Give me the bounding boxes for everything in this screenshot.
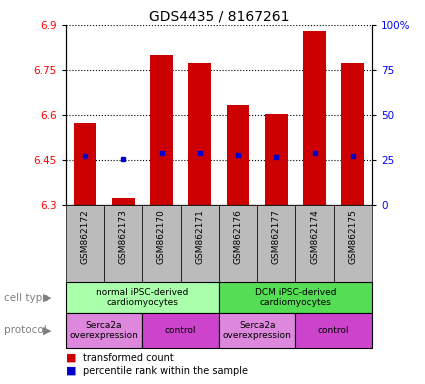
Text: cell type: cell type: [4, 293, 49, 303]
Bar: [66, 313, 142, 348]
Bar: [112, 198, 135, 205]
Bar: [334, 205, 372, 282]
Text: control: control: [318, 326, 349, 335]
Text: protocol: protocol: [4, 325, 47, 335]
Bar: [74, 123, 96, 205]
Bar: [66, 282, 219, 313]
Text: ■: ■: [66, 366, 76, 376]
Text: GSM862174: GSM862174: [310, 209, 319, 264]
Text: ▶: ▶: [42, 293, 51, 303]
Bar: [257, 205, 295, 282]
Bar: [142, 205, 181, 282]
Text: transformed count: transformed count: [83, 353, 174, 363]
Bar: [219, 313, 295, 348]
Bar: [104, 205, 142, 282]
Bar: [150, 55, 173, 205]
Text: Serca2a
overexpression: Serca2a overexpression: [223, 321, 292, 340]
Text: GSM862177: GSM862177: [272, 209, 281, 264]
Bar: [66, 205, 104, 282]
Text: control: control: [165, 326, 196, 335]
Text: percentile rank within the sample: percentile rank within the sample: [83, 366, 248, 376]
Text: ▶: ▶: [42, 325, 51, 335]
Bar: [142, 313, 219, 348]
Bar: [303, 31, 326, 205]
Text: DCM iPSC-derived
cardiomyocytes: DCM iPSC-derived cardiomyocytes: [255, 288, 336, 307]
Text: GSM862173: GSM862173: [119, 209, 128, 264]
Text: GSM862176: GSM862176: [233, 209, 243, 264]
Text: ■: ■: [66, 353, 76, 363]
Bar: [295, 313, 372, 348]
Bar: [188, 63, 211, 205]
Bar: [227, 105, 249, 205]
Bar: [341, 63, 364, 205]
Text: GSM862175: GSM862175: [348, 209, 357, 264]
Text: GSM862172: GSM862172: [80, 209, 90, 264]
Bar: [219, 282, 372, 313]
Bar: [219, 205, 257, 282]
Text: GSM862171: GSM862171: [195, 209, 204, 264]
Title: GDS4435 / 8167261: GDS4435 / 8167261: [149, 10, 289, 24]
Text: normal iPSC-derived
cardiomyocytes: normal iPSC-derived cardiomyocytes: [96, 288, 189, 307]
Bar: [181, 205, 219, 282]
Text: GSM862170: GSM862170: [157, 209, 166, 264]
Bar: [265, 114, 288, 205]
Bar: [295, 205, 334, 282]
Text: Serca2a
overexpression: Serca2a overexpression: [70, 321, 139, 340]
